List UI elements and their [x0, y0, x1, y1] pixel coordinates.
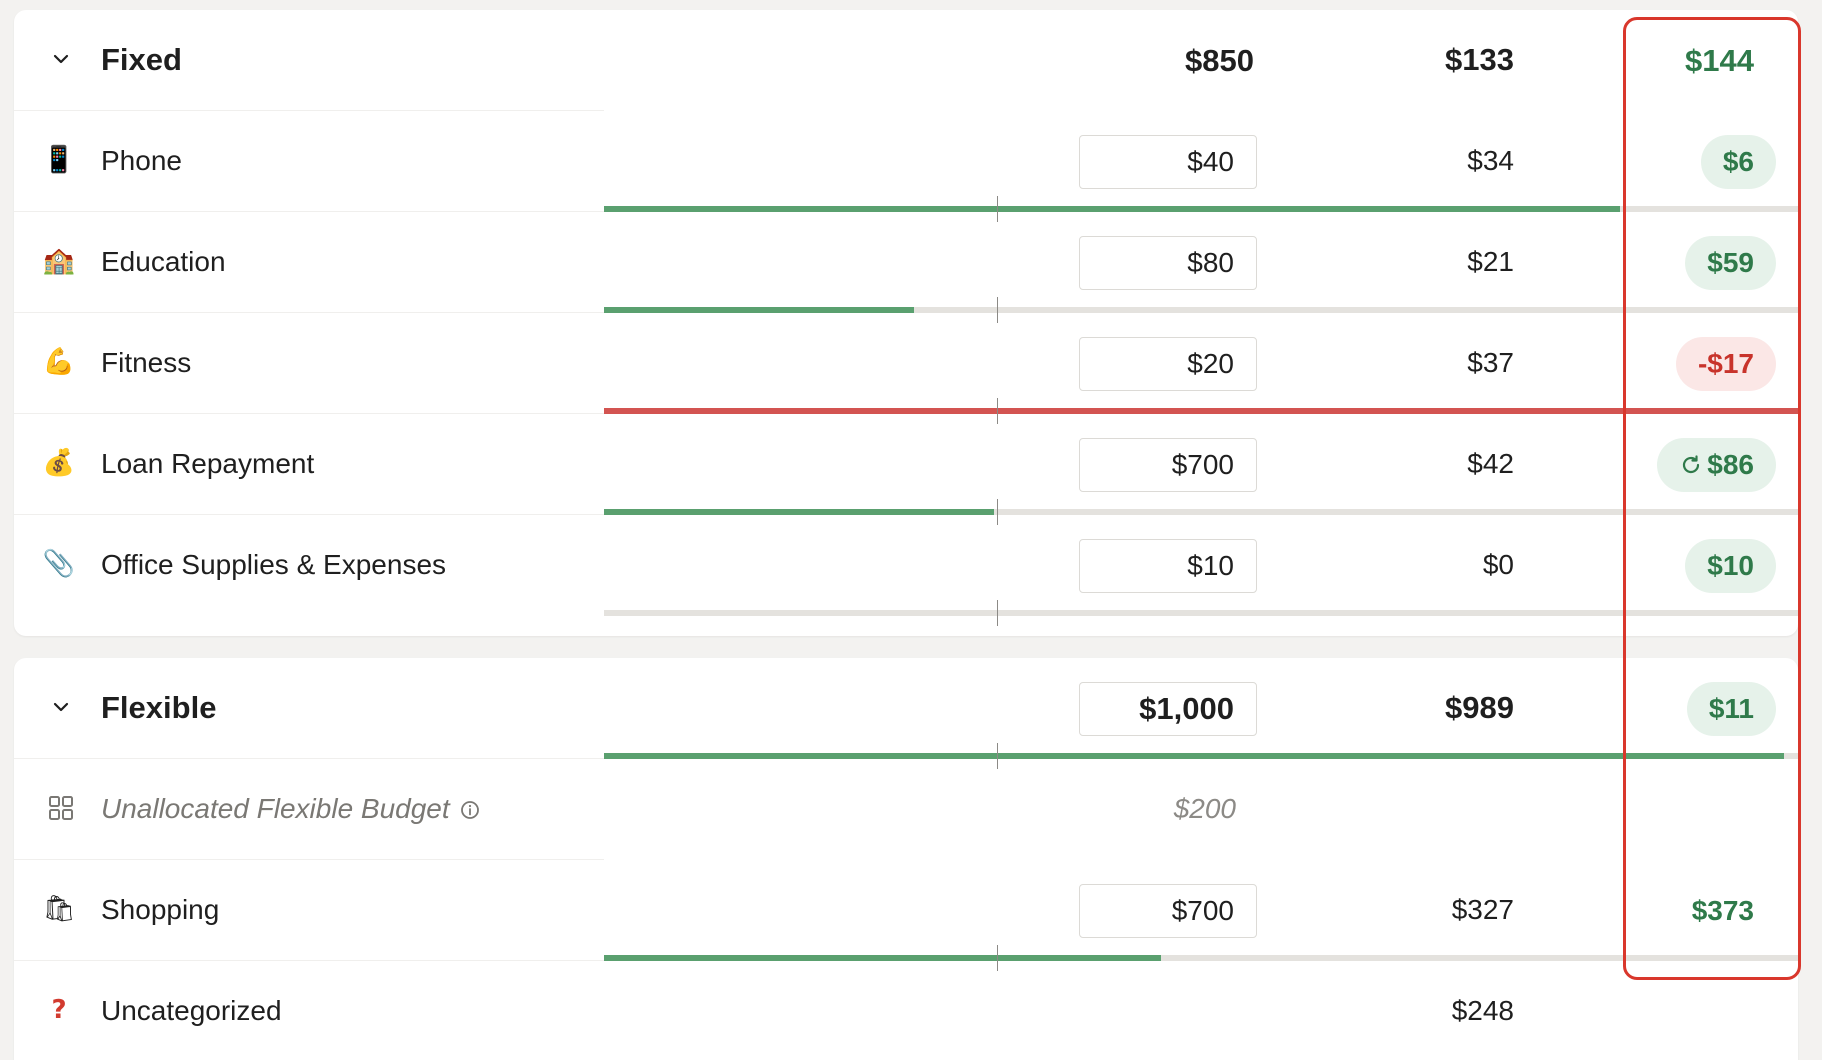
flexible-budget-input[interactable]: $1,000 — [1079, 682, 1257, 736]
budget-input[interactable]: $40 — [1079, 135, 1257, 189]
budget-input[interactable]: $20 — [1079, 337, 1257, 391]
paperclip-icon: 📎 — [42, 549, 76, 579]
progress-bar — [604, 196, 1798, 222]
progress-marker — [997, 600, 998, 626]
category-name: Shopping — [101, 894, 220, 925]
progress-fill — [604, 408, 1798, 414]
actual-amount: $248 — [1451, 995, 1514, 1026]
actual-amount: $0 — [1482, 549, 1514, 580]
progress-marker — [997, 297, 998, 323]
budget-input[interactable]: $700 — [1079, 884, 1257, 938]
progress-marker — [997, 945, 998, 971]
progress-bar — [604, 499, 1798, 525]
divider — [14, 859, 604, 860]
progress-fill — [604, 206, 1620, 212]
divider — [14, 312, 604, 313]
category-name: Office Supplies & Expenses — [101, 549, 447, 580]
unallocated-amount: $200 — [1173, 793, 1236, 824]
question-mark-icon: ? — [51, 995, 67, 1025]
fixed-actual-total: $133 — [1445, 42, 1514, 77]
budget-input[interactable]: $700 — [1079, 438, 1257, 492]
fixed-remaining-total: $144 — [1685, 43, 1754, 78]
unallocated-label-wrap: Unallocated Flexible Budget — [101, 791, 480, 827]
category-row-loan-repayment[interactable]: 💰 Loan Repayment $700 $42 $86 — [14, 414, 1798, 525]
remaining-amount: $86 — [1707, 449, 1754, 480]
category-name: Phone — [101, 145, 182, 176]
rollover-icon — [1683, 455, 1700, 474]
category-name: Education — [101, 246, 226, 277]
progress-fill — [604, 509, 994, 515]
remaining-badge: $6 — [1700, 135, 1776, 189]
grid-icon — [49, 796, 73, 820]
shopping-bags-icon: 🛍 — [42, 894, 76, 924]
progress-bar — [604, 600, 1798, 626]
divider — [14, 758, 604, 759]
progress-marker — [997, 398, 998, 424]
category-row-shopping[interactable]: 🛍 Shopping $700 $327 $373 — [14, 860, 1798, 971]
unallocated-label: Unallocated Flexible Budget — [101, 793, 450, 824]
divider — [14, 211, 604, 212]
category-row-phone[interactable]: 📱 Phone $40 $34 $6 — [14, 111, 1798, 222]
category-name: Loan Repayment — [101, 448, 315, 479]
remaining-amount: $373 — [1691, 895, 1754, 926]
actual-amount: $37 — [1467, 347, 1514, 378]
remaining-badge: $86 — [1657, 438, 1776, 492]
money-bag-icon: 💰 — [42, 448, 76, 478]
chevron-down-icon[interactable] — [50, 48, 72, 70]
info-icon[interactable] — [460, 800, 480, 820]
actual-amount: $21 — [1467, 246, 1514, 277]
category-name: Fitness — [101, 347, 192, 378]
category-name: Uncategorized — [101, 995, 282, 1026]
divider — [14, 413, 604, 414]
divider — [14, 110, 604, 111]
actual-amount: $34 — [1467, 145, 1514, 176]
fixed-section: Fixed $850 $133 $144 📱 Phone $40 $34 $6 … — [14, 10, 1798, 636]
progress-bar — [604, 297, 1798, 323]
category-row-office-supplies[interactable]: 📎 Office Supplies & Expenses $10 $0 $10 — [14, 515, 1798, 626]
category-row-fitness[interactable]: 💪 Fitness $20 $37 -$17 — [14, 313, 1798, 424]
remaining-badge: $59 — [1685, 236, 1776, 290]
flexed-bicep-icon: 💪 — [42, 347, 76, 377]
progress-bar — [604, 398, 1798, 424]
remaining-badge: $10 — [1685, 539, 1776, 593]
progress-marker — [997, 499, 998, 525]
remaining-badge: -$17 — [1675, 337, 1776, 391]
budget-input[interactable]: $80 — [1079, 236, 1257, 290]
flexible-title: Flexible — [101, 690, 217, 725]
progress-bar — [604, 945, 1798, 971]
flexible-actual-total: $989 — [1445, 690, 1514, 725]
progress-bar — [604, 743, 1798, 769]
progress-fill — [604, 307, 914, 313]
progress-fill — [604, 955, 1161, 961]
fixed-budget-total: $850 — [1185, 43, 1254, 78]
progress-marker — [997, 743, 998, 769]
progress-fill — [604, 753, 1784, 759]
mobile-phone-icon: 📱 — [42, 145, 76, 175]
divider — [14, 514, 604, 515]
flexible-remaining-badge: $11 — [1686, 682, 1776, 736]
fixed-title: Fixed — [101, 42, 182, 77]
flexible-header-row[interactable]: Flexible $1,000 $989 $11 — [14, 658, 1798, 769]
fixed-header-row[interactable]: Fixed $850 $133 $144 — [14, 10, 1798, 111]
flexible-section: Flexible $1,000 $989 $11 Unallocated Fle… — [14, 658, 1798, 1060]
school-icon: 🏫 — [42, 246, 76, 276]
unallocated-row: Unallocated Flexible Budget $200 — [14, 759, 1798, 860]
actual-amount: $327 — [1451, 894, 1514, 925]
category-row-uncategorized[interactable]: ? Uncategorized $248 — [14, 961, 1798, 1060]
divider — [14, 960, 604, 961]
category-row-education[interactable]: 🏫 Education $80 $21 $59 — [14, 212, 1798, 323]
progress-marker — [997, 196, 998, 222]
chevron-down-icon[interactable] — [50, 696, 72, 718]
budget-input[interactable]: $10 — [1079, 539, 1257, 593]
actual-amount: $42 — [1467, 448, 1514, 479]
